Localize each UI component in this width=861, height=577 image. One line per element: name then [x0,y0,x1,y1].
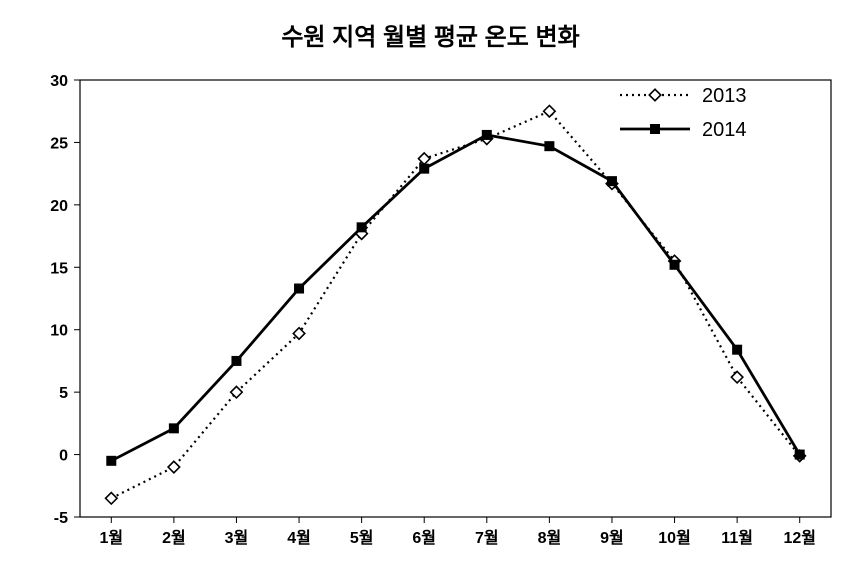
y-tick-label: 5 [59,385,68,402]
x-tick-label: 12월 [783,529,816,547]
series-marker [295,284,304,293]
y-tick-label: 20 [50,198,68,215]
y-tick-label: 25 [50,135,68,152]
series-marker [107,456,116,465]
legend-swatch-marker [651,125,660,134]
series-marker [607,177,616,186]
x-tick-label: 6월 [412,529,436,547]
legend-label: 2013 [702,85,747,107]
x-tick-label: 4월 [287,529,311,547]
x-tick-label: 9월 [600,529,624,547]
series-marker [232,356,241,365]
x-tick-label: 5월 [350,529,374,547]
chart-title: 수원 지역 월별 평균 온도 변화 [281,24,579,51]
series-marker [357,223,366,232]
x-tick-label: 8월 [538,529,562,547]
temperature-line-chart: 수원 지역 월별 평균 온도 변화 -5 0 5 10 15 20 25 30 1월 2월 3월 4월 5… [0,0,861,577]
x-tick-label: 10월 [658,529,691,547]
series-marker [733,345,742,354]
y-tick-label: 15 [50,260,68,277]
chart-container: 수원 지역 월별 평균 온도 변화 -5 0 5 10 15 20 25 30 1월 2월 3월 4월 5… [0,0,861,577]
series-marker [482,130,491,139]
series-marker [795,450,804,459]
y-tick-label: -5 [54,510,68,527]
y-tick-label: 10 [50,323,68,340]
x-tick-label: 2월 [162,529,186,547]
x-tick-label: 3월 [225,529,249,547]
series-marker [545,142,554,151]
y-tick-label: 30 [50,73,68,90]
series-marker [169,424,178,433]
y-tick-label: 0 [59,448,68,465]
x-tick-label: 7월 [475,529,499,547]
x-tick-label: 11월 [721,529,753,547]
series-marker [670,260,679,269]
series-marker [420,164,429,173]
x-tick-label: 1월 [99,529,123,547]
legend-label: 2014 [702,119,747,141]
